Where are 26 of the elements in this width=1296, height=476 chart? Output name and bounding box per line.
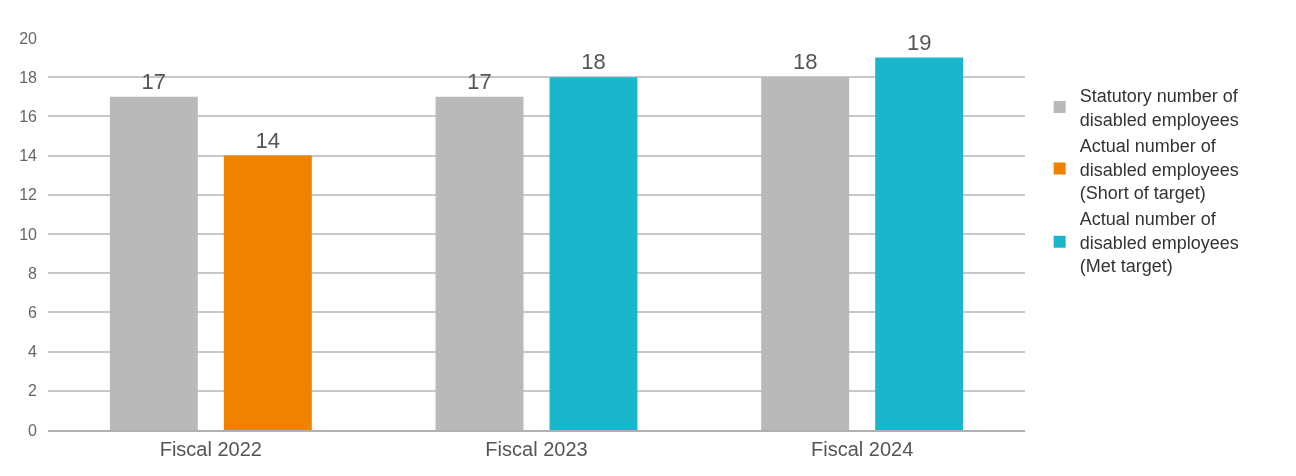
y-tick-label: 6 (28, 304, 38, 321)
data-label: 18 (792, 49, 818, 75)
x-tick-label: Fiscal 2024 (811, 438, 914, 460)
bar (875, 57, 964, 430)
y-tick-label: 12 (19, 186, 38, 204)
data-label: 17 (141, 68, 167, 94)
bar (223, 155, 312, 430)
y-tick-label: 14 (19, 147, 38, 165)
data-label: 18 (581, 49, 606, 75)
y-tick-label: 10 (19, 225, 38, 243)
data-label: 14 (255, 127, 281, 153)
y-tick-label: 20 (19, 29, 38, 47)
x-tick-label: Fiscal 2022 (159, 438, 262, 460)
y-tick-label: 18 (19, 68, 38, 86)
y-tick-label: 8 (28, 264, 38, 282)
y-tick-label: 2 (28, 382, 38, 400)
y-tick-label: 0 (28, 421, 38, 439)
y-tick-label: 4 (28, 343, 38, 361)
legend-label: Actual number of disabled employees (Short of target) (1079, 136, 1239, 204)
data-label: 19 (906, 29, 932, 55)
legend-label: Statutory number of disabled employees (1079, 86, 1239, 130)
legend-label: Actual number of disabled employees (Met target) (1079, 209, 1239, 277)
x-tick-label: Fiscal 2023 (485, 438, 588, 460)
y-tick-label: 16 (19, 108, 38, 125)
data-label: 17 (467, 68, 492, 94)
bar (549, 77, 638, 430)
